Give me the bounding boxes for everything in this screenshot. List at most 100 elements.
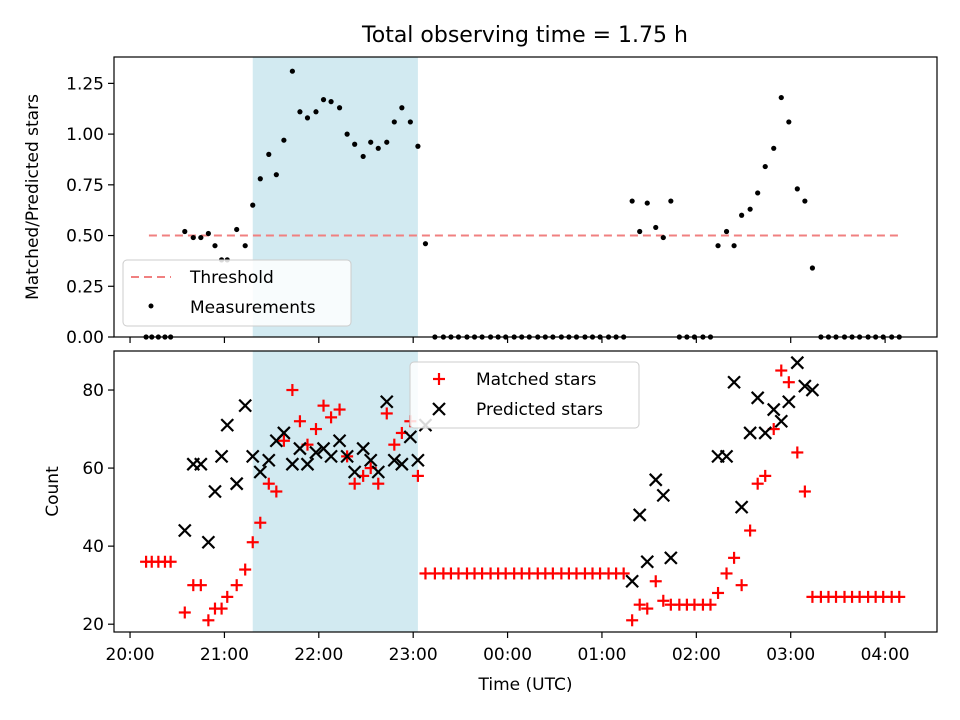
predicted-star-marker [214,449,229,464]
measurement-point [407,119,413,125]
measurement-point [190,234,196,241]
y-tick-label: 0.00 [66,328,104,348]
matched-star-marker [325,411,338,424]
predicted-star-marker [277,426,291,440]
predicted-star-marker [347,465,362,479]
predicted-star-marker [782,394,796,409]
predicted-star-marker [403,430,418,444]
measurement-point [289,68,295,74]
matched-star-marker [626,614,639,627]
measurement-point [384,139,390,145]
bottom-plot-frame [113,350,938,633]
matched-star-marker [720,567,733,580]
top-plot-frame [113,56,938,338]
bottom-x-axis-ticks: 20:00 21:00 22:00 23:00 00:00 01:00 02:00 03:00… [106,632,910,665]
measurement-point [778,94,784,101]
measurement-point [320,97,327,103]
measurement-point [375,145,381,151]
matched-star-marker [372,477,385,490]
top-y-axis-ticks: 0.00 0.25 0.50 0.75 1.00 1.25 [66,74,114,348]
legend-predicted-swatch [432,402,446,416]
bottom-legend: Matched stars Predicted stars [409,361,640,429]
measurement-point [257,176,263,182]
measurement-point [739,212,745,218]
measurement-point [422,241,429,247]
matched-star-marker [164,555,177,568]
matched-star-marker [178,606,191,619]
matched-star-marker [751,477,764,490]
predicted-star-marker [640,554,655,569]
matched-star-marker [759,469,772,482]
measurement-point [762,163,768,170]
legend-measurements-swatch [148,303,154,309]
measurement-point [629,198,635,204]
matched-star-marker [317,399,330,412]
x-tick-label: 04:00 [861,645,910,665]
measurement-point [234,226,240,233]
bottom-legend-box [409,361,640,429]
predicted-star-marker [229,476,244,491]
legend-threshold-label: Threshold [189,268,274,288]
predicted-star-marker [411,453,425,468]
matched-star-marker [798,485,811,498]
measurement-point [391,119,397,125]
predicted-star-marker [632,508,647,522]
predicted-star-marker [285,457,300,471]
top-panel: 0.00 0.25 0.50 0.75 1.00 1.25 Matched/Predict… [23,56,938,348]
matched-star-marker [202,614,215,627]
predicted-star-marker [656,488,671,503]
matched-star-marker [649,575,662,588]
predicted-star-marker [356,441,370,456]
y-tick-label: 0.25 [66,277,104,297]
y-tick-label: 0.50 [66,227,104,247]
matched-star-marker [215,602,228,615]
legend-predicted-label: Predicted stars [476,400,603,420]
matched-stars-markers [140,364,906,627]
matched-star-marker [333,403,346,416]
measurement-point [723,228,730,235]
measurement-point [368,139,374,145]
matched-star-marker [388,438,401,451]
matched-star-marker [657,594,670,607]
matched-star-marker [262,477,275,490]
matched-star-marker [286,384,299,397]
y-tick-label: 20 [82,615,104,635]
y-tick-label: 0.75 [66,176,104,196]
matched-star-marker [704,598,717,611]
predicted-star-marker [774,414,789,429]
measurement-point [802,198,808,204]
measurement-point [250,202,256,208]
x-tick-label: 23:00 [389,645,438,665]
predicted-star-marker [387,453,402,468]
x-tick-label: 21:00 [200,645,249,665]
measurement-point [328,99,334,105]
measurement-point [352,141,358,147]
measurement-point [205,230,211,237]
measurement-point [771,145,777,151]
bottom-y-axis-ticks: 20 40 60 80 [82,381,114,635]
x-tick-label: 01:00 [577,645,626,665]
matched-star-marker [194,579,207,592]
measurement-point [360,153,366,160]
bottom-panel: 20 40 60 80 20:00 21:00 22:00 23:00 00:00 01:00 0… [43,350,938,695]
measurement-point [809,265,816,271]
measurement-point [755,190,761,196]
measurement-point [637,228,643,235]
bottom-y-axis-label: Count [43,466,63,517]
matched-star-marker [411,469,424,482]
predicted-star-marker [379,394,394,409]
matched-star-marker [617,567,630,580]
predicted-star-marker [790,355,805,370]
x-tick-label: 20:00 [106,645,155,665]
predicted-star-marker [805,383,820,397]
measurement-point [281,137,287,143]
measurement-point [786,119,792,125]
predicted-star-marker [727,375,741,390]
matched-star-marker [712,586,725,599]
predicted-star-marker [648,473,663,487]
measurement-point [242,243,248,249]
predicted-star-marker [363,453,378,468]
matched-star-marker [270,485,283,498]
top-x-axis-ticks [129,337,886,343]
